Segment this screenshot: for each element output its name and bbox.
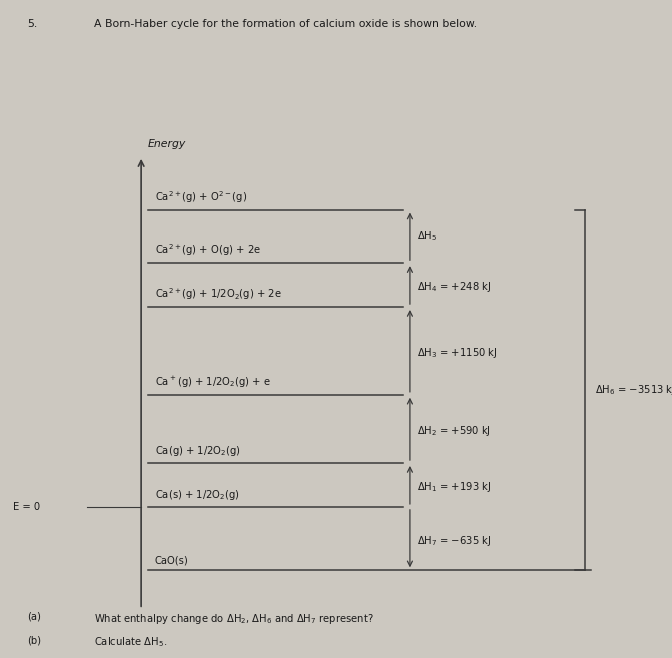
Text: ΔH$_1$ = +193 kJ: ΔH$_1$ = +193 kJ — [417, 480, 491, 494]
Text: Ca$^+$(g) + 1/2O$_2$(g) + e: Ca$^+$(g) + 1/2O$_2$(g) + e — [155, 375, 270, 390]
Text: Ca$^{2+}$(g) + O$^{2-}$(g): Ca$^{2+}$(g) + O$^{2-}$(g) — [155, 189, 247, 205]
Text: Ca$^{2+}$(g) + 1/2O$_2$(g) + 2e: Ca$^{2+}$(g) + 1/2O$_2$(g) + 2e — [155, 286, 282, 302]
Text: CaO(s): CaO(s) — [155, 555, 188, 565]
Text: ΔH$_3$ = +1150 kJ: ΔH$_3$ = +1150 kJ — [417, 346, 497, 361]
Text: Ca(g) + 1/2O$_2$(g): Ca(g) + 1/2O$_2$(g) — [155, 444, 241, 458]
Text: (b): (b) — [27, 635, 41, 645]
Text: ΔH$_6$ = −3513 kJ: ΔH$_6$ = −3513 kJ — [595, 383, 672, 397]
Text: E = 0: E = 0 — [13, 502, 40, 512]
Text: Ca(s) + 1/2O$_2$(g): Ca(s) + 1/2O$_2$(g) — [155, 488, 239, 502]
Text: ΔH$_2$ = +590 kJ: ΔH$_2$ = +590 kJ — [417, 424, 491, 438]
Text: Calculate ΔH$_5$.: Calculate ΔH$_5$. — [94, 635, 167, 649]
Text: What enthalpy change do ΔH$_2$, ΔH$_6$ and ΔH$_7$ represent?: What enthalpy change do ΔH$_2$, ΔH$_6$ a… — [94, 612, 374, 626]
Text: ΔH$_7$ = −635 kJ: ΔH$_7$ = −635 kJ — [417, 534, 491, 548]
Text: Energy: Energy — [148, 139, 186, 149]
Text: ΔH$_5$: ΔH$_5$ — [417, 230, 437, 243]
Text: 5.: 5. — [27, 20, 37, 30]
Text: A Born-Haber cycle for the formation of calcium oxide is shown below.: A Born-Haber cycle for the formation of … — [94, 20, 477, 30]
Text: ΔH$_4$ = +248 kJ: ΔH$_4$ = +248 kJ — [417, 280, 491, 293]
Text: Ca$^{2+}$(g) + O(g) + 2e: Ca$^{2+}$(g) + O(g) + 2e — [155, 243, 261, 259]
Text: (a): (a) — [27, 612, 41, 622]
